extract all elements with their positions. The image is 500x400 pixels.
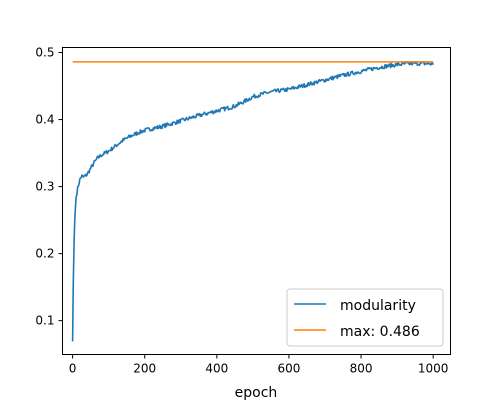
x-tick-label: 200 [133, 362, 156, 376]
x-tick-label: 400 [205, 362, 228, 376]
series-layer [71, 61, 434, 342]
legend-label-modularity: modularity [340, 298, 416, 314]
series-modularity-line [71, 61, 434, 342]
legend: modularity max: 0.486 [286, 288, 444, 347]
y-tick-label: 0.5 [35, 46, 54, 60]
y-axis-ticks: 0.1 0.2 0.3 0.4 0.5 [35, 46, 63, 328]
x-tick-label: 0 [69, 362, 77, 376]
y-tick-label: 0.3 [35, 180, 54, 194]
x-tick-label: 600 [278, 362, 301, 376]
x-tick-label: 1000 [418, 362, 449, 376]
x-axis-label: epoch [235, 385, 278, 400]
x-axis-ticks: 0 200 400 600 800 1000 [69, 354, 449, 376]
x-tick-label: 800 [350, 362, 373, 376]
legend-label-max: max: 0.486 [340, 324, 420, 340]
y-tick-label: 0.4 [35, 113, 54, 127]
y-tick-label: 0.1 [35, 314, 54, 328]
plot-frame [62, 47, 451, 355]
y-tick-label: 0.2 [35, 247, 54, 261]
